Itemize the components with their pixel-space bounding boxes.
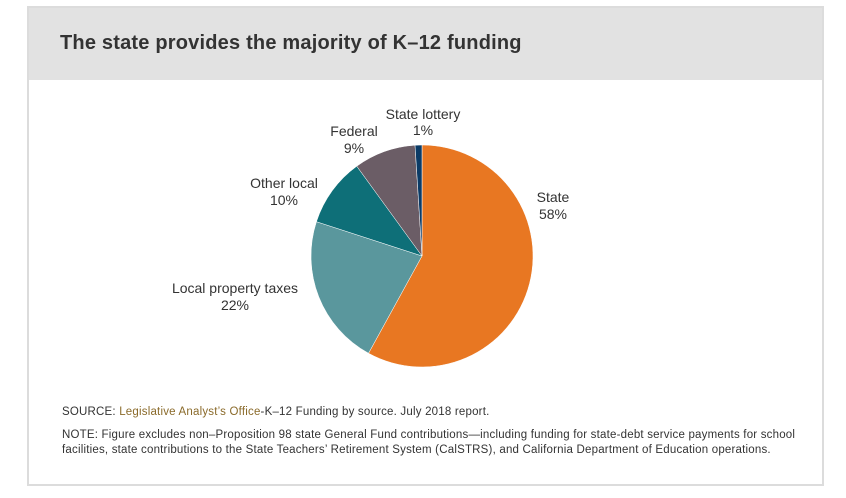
slice-labels: State lottery 1% Federal 9% Other local … [172,106,570,313]
figure-note: NOTE: Figure excludes non–Proposition 98… [62,429,796,456]
source-rest: -K–12 Funding by source. July 2018 repor… [260,406,490,418]
figure-frame: The state provides the majority of K–12 … [27,6,824,486]
label-other-local-name: Other local [250,175,318,191]
label-state-lottery-name: State lottery [386,106,461,122]
pie-slice-state [368,144,534,368]
label-federal-name: Federal [330,123,377,139]
label-other-local-value: 10% [270,192,298,208]
label-state-value: 58% [539,206,567,222]
figure-header: The state provides the majority of K–12 … [29,8,822,80]
source-link[interactable]: Legislative Analyst’s Office [119,406,261,418]
source-prefix: SOURCE: [62,406,120,418]
chart-title: The state provides the majority of K–12 … [60,32,522,54]
label-federal-value: 9% [344,140,364,156]
label-state-name: State [537,189,570,205]
pie-chart: State lottery 1% Federal 9% Other local … [172,106,570,368]
pie-slice-local-property-taxes [310,221,423,354]
pie-slices [310,144,534,368]
source-line: SOURCE: Legislative Analyst’s Office-K–1… [62,406,490,418]
label-state-lottery-value: 1% [413,122,433,138]
label-local-property-taxes-name: Local property taxes [172,280,298,296]
label-local-property-taxes-value: 22% [221,297,249,313]
pie-slice-state-lottery [414,144,423,257]
